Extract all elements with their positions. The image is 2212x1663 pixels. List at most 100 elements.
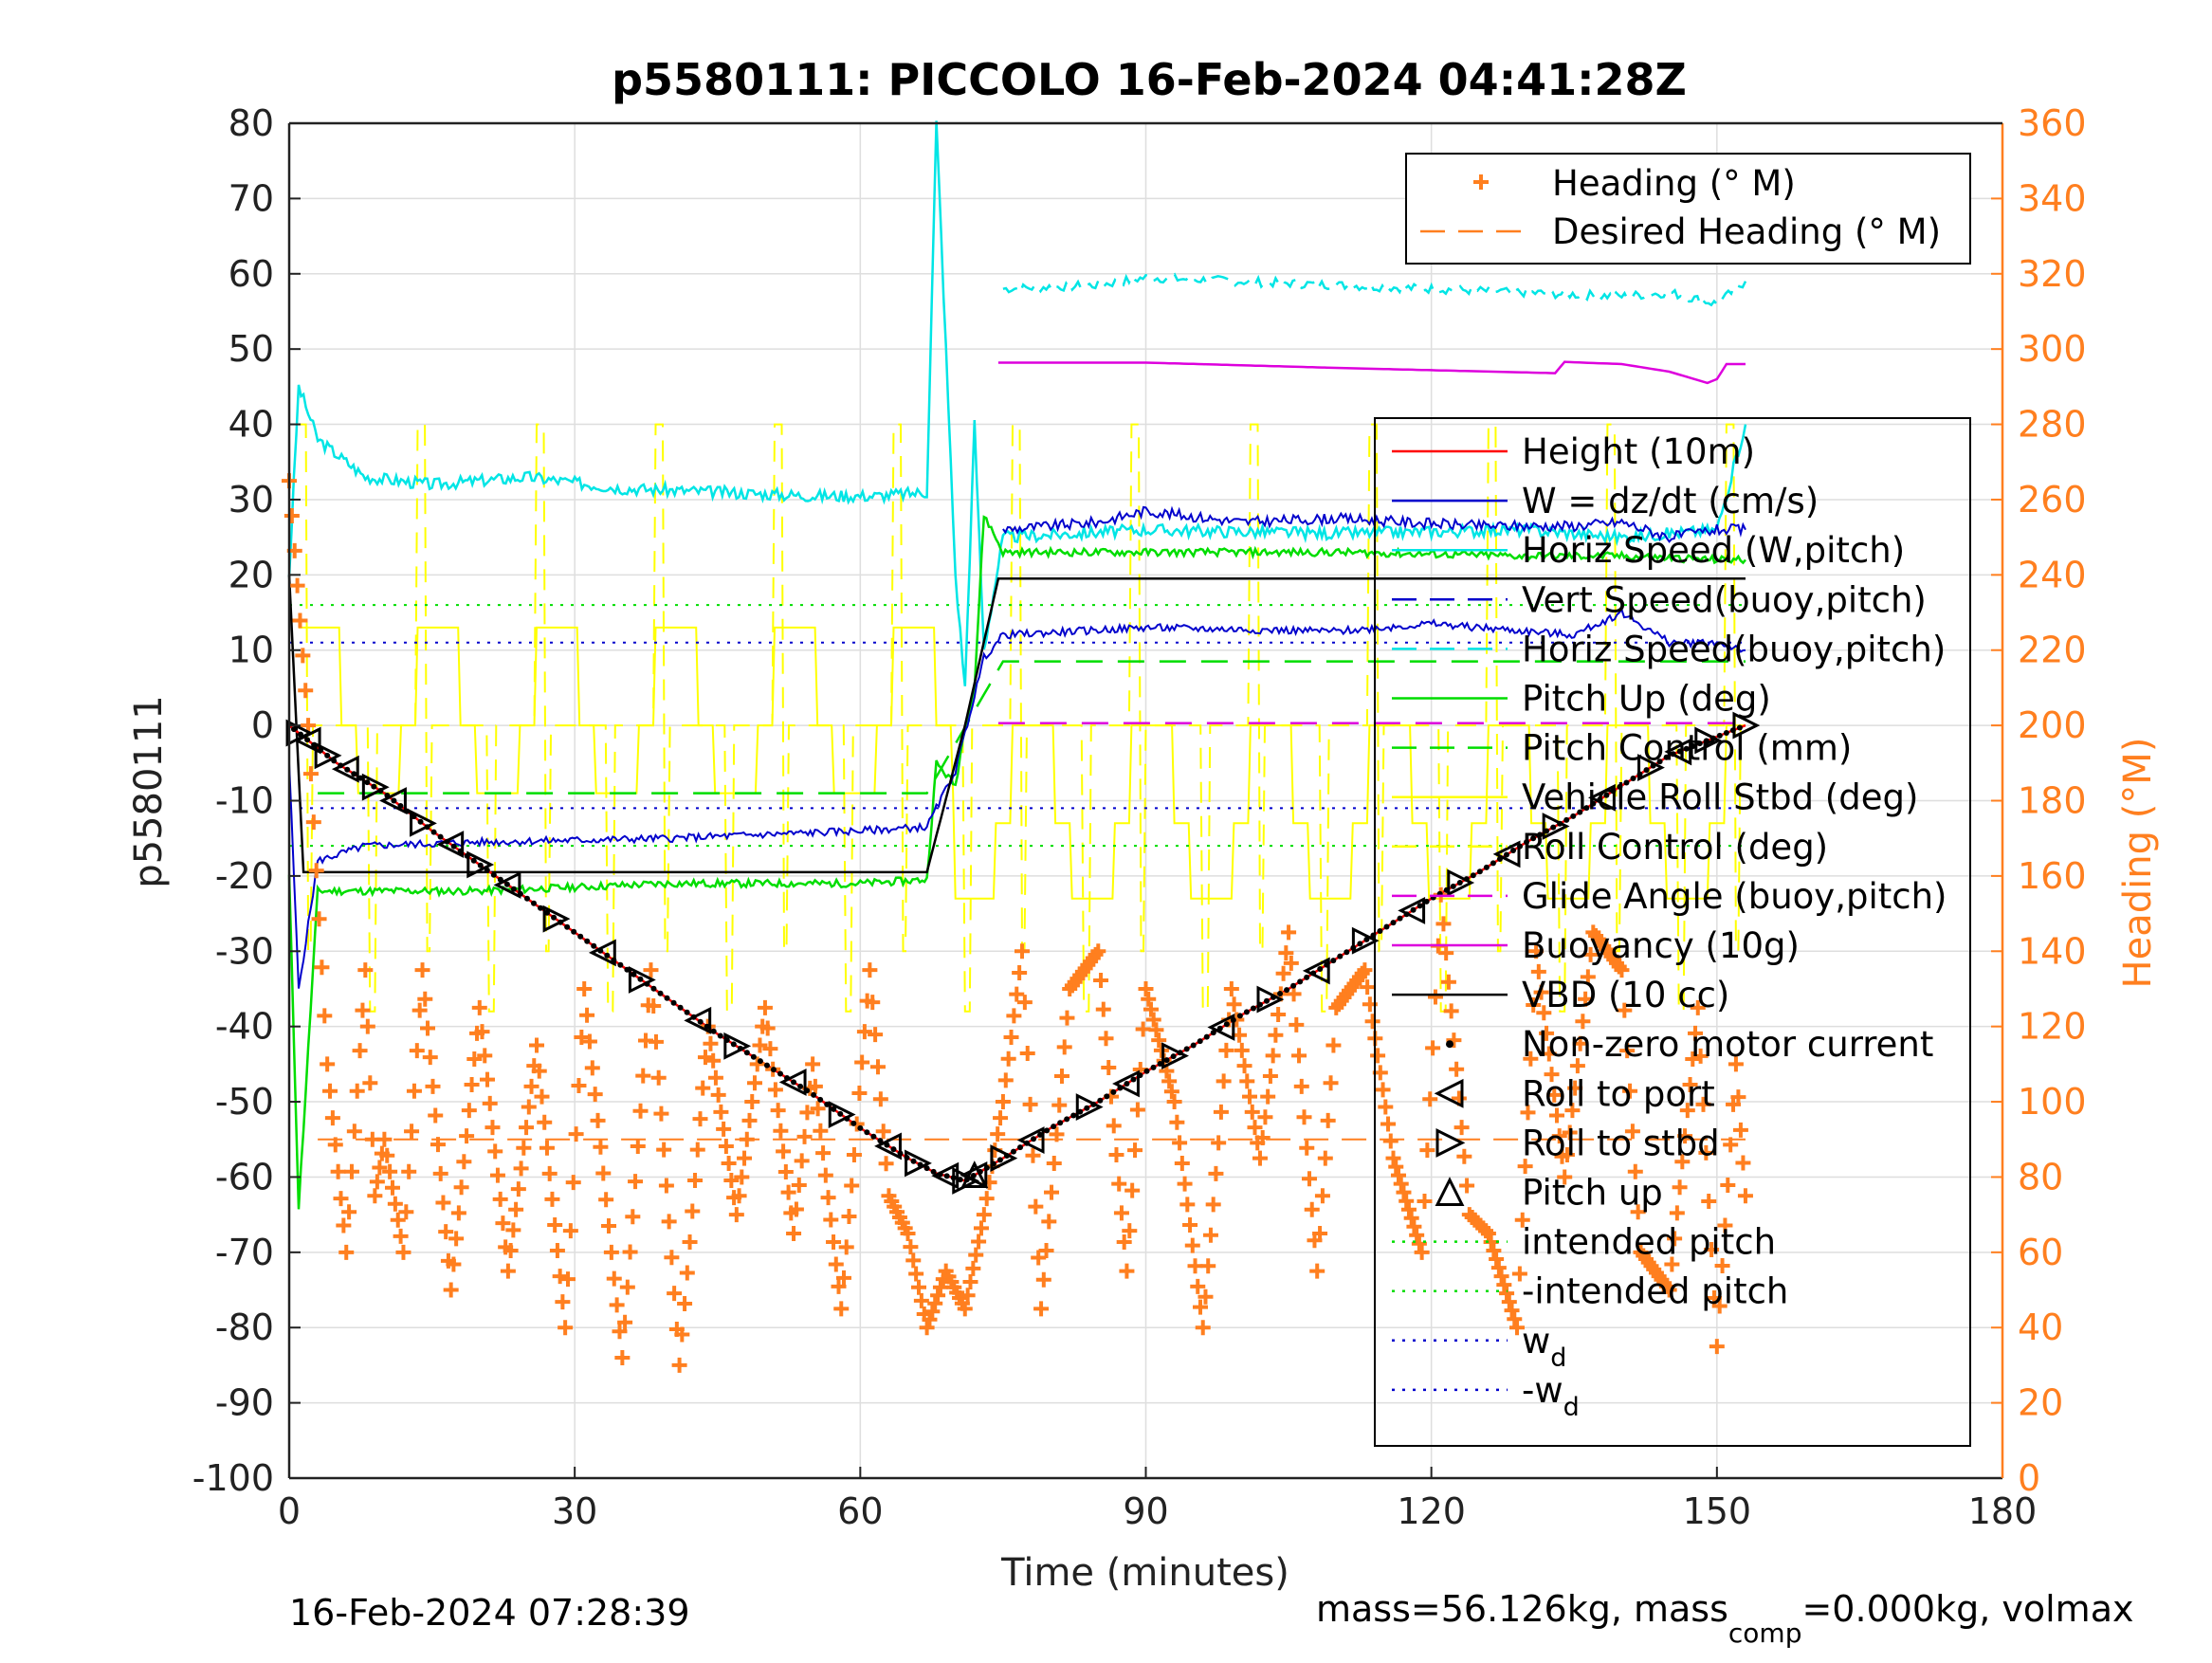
motor-current-dot [1470,872,1476,879]
heading-point [1364,1014,1380,1030]
x-tick-label: 90 [1123,1490,1168,1532]
heading-point [482,1095,498,1111]
heading-point [1108,1146,1124,1162]
motor-current-dot [437,833,444,840]
motor-current-dot [743,1050,750,1056]
motor-current-dot [1723,730,1729,737]
motor-current-dot [890,1146,897,1153]
heading-point [872,1091,888,1107]
heading-point [1541,1046,1557,1062]
heading-point [930,1288,946,1304]
footer-mass-tail: =0.000kg, volmax [1801,1588,2133,1630]
heading-point [1119,1263,1135,1279]
motor-current-dot [1656,758,1663,765]
heading-point [900,1225,916,1241]
heading-point [1449,1061,1465,1077]
heading-point [875,1124,891,1140]
heading-point [1247,1120,1263,1136]
x-axis-label: Time (minutes) [1000,1551,1289,1595]
heading-point [409,1043,425,1059]
heading-point [1044,1184,1060,1200]
heading-point [1617,1002,1633,1018]
heading-point [1682,1077,1698,1093]
heading-point [697,1050,713,1066]
motor-current-dot [864,1129,870,1136]
heading-point [1619,1043,1636,1059]
x-tick-label: 60 [837,1490,883,1532]
heading-point [1122,1223,1138,1239]
heading-point [1440,974,1456,990]
motor-current-dot [1357,941,1363,947]
heading-point [817,1167,833,1183]
heading-point [1435,916,1452,932]
heading-point [450,1205,466,1221]
y-tick-label: -50 [215,1081,274,1123]
heading-point [362,1075,378,1091]
heading-point [598,1192,614,1208]
heading-point [757,999,773,1015]
motor-current-dot [1197,1038,1203,1045]
motor-current-dot [357,775,364,781]
heading-point [835,1270,851,1286]
legend-main-box [1374,417,1971,1447]
heading-point [404,1124,420,1140]
motor-current-dot [391,797,397,804]
heading-point [718,1138,734,1154]
heading-point [1582,946,1599,962]
motor-current-dot [324,752,331,758]
heading-point [430,1137,446,1153]
heading-point [1025,1147,1041,1163]
heading-point [1098,1031,1114,1047]
heading-point [905,1252,922,1269]
roll-port-marker [1664,738,1692,766]
heading-point [1564,1103,1581,1119]
roll-port-marker [1112,1069,1140,1098]
heading-point [369,1174,385,1190]
heading-point [1735,1155,1751,1171]
heading-point [352,1043,368,1059]
heading-point [395,1244,411,1260]
heading-point [1009,986,1025,1002]
heading-point [1453,1120,1470,1136]
motor-current-dot [763,1062,770,1069]
heading-point [868,1027,884,1043]
heading-point [862,962,878,978]
heading-point [1539,1025,1555,1041]
heading-point [537,1114,553,1130]
y-tick-label: 50 [229,328,274,370]
heading-point [1507,1311,1523,1327]
heading-point [1622,1083,1638,1099]
heading-point [425,1078,441,1094]
motor-current-dot [1603,792,1610,798]
heading-point [432,1165,448,1181]
legend-label-text: Roll to stbd [1522,1123,1720,1163]
heading-point [1006,1008,1022,1024]
heading-point [1223,980,1239,996]
y-right-tick-label: 240 [2018,554,2087,595]
heading-point [710,1087,726,1103]
heading-point [1530,963,1546,979]
heading-point [1419,1142,1435,1159]
heading-point [587,1087,603,1103]
heading-point [1161,1073,1178,1089]
heading-point [510,1181,526,1197]
heading-point [1283,955,1299,971]
motor-current-dot [564,923,571,930]
heading-point [1526,996,1542,1013]
heading-point [878,1156,894,1172]
heading-point [523,1078,539,1094]
motor-current-dot [490,871,497,878]
legend-label-text: intended pitch [1522,1222,1776,1263]
motor-current-dot [523,895,530,902]
heading-point [398,1204,414,1220]
heading-point [1551,1128,1567,1144]
roll-port-marker [436,831,465,858]
heading-point [978,1191,995,1207]
heading-point [648,1033,664,1050]
motor-current-dot [430,829,437,835]
heading-point [428,1107,444,1124]
heading-point [734,1169,750,1185]
heading-point [1438,945,1454,961]
legend-label: Glide Angle (buoy,pitch) [1522,876,1947,917]
motor-current-dot [910,1158,917,1164]
